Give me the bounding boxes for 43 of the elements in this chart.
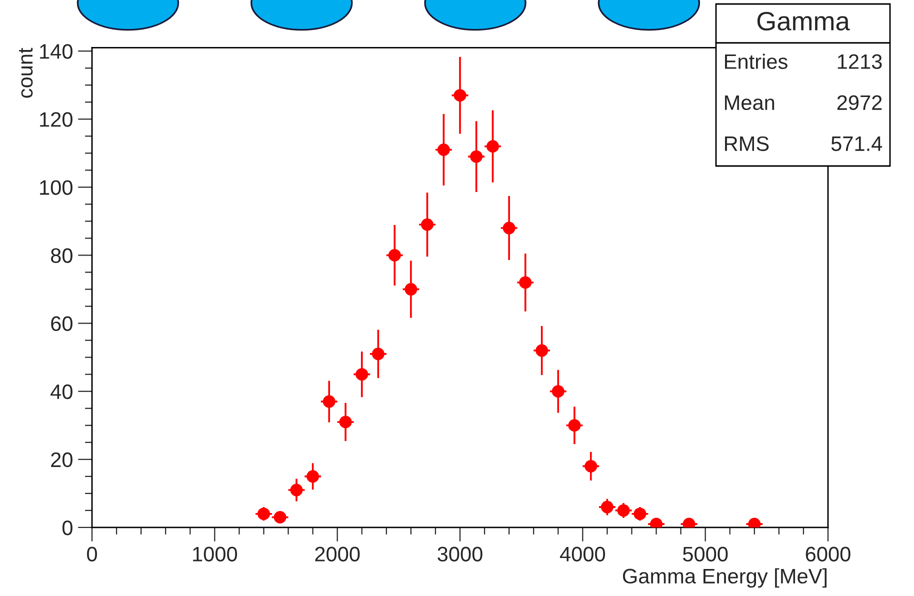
x-tick-label: 5000 <box>682 546 728 562</box>
annotation: Mean <box>725 95 774 110</box>
point <box>388 248 401 262</box>
y-tick-label: 0 <box>62 520 72 536</box>
point <box>519 276 532 289</box>
point <box>502 222 516 234</box>
point <box>437 144 450 156</box>
y-tick-label: 60 <box>51 316 72 332</box>
y-tick-label: 100 <box>40 180 72 195</box>
point <box>486 140 499 153</box>
point <box>470 150 483 163</box>
text: 571.4 <box>831 136 882 152</box>
point <box>306 470 320 483</box>
x-tick-label: 0 <box>87 546 97 562</box>
x-tick-label: 3000 <box>438 546 482 562</box>
point <box>404 283 418 296</box>
annotation: Entries <box>725 54 788 69</box>
point <box>421 218 434 231</box>
x-axis-title: Gamma Energy [MeV] <box>622 568 827 588</box>
y-tick-label: 80 <box>50 248 72 263</box>
point <box>584 460 598 472</box>
x-tick-label: 6000 <box>806 546 850 562</box>
point <box>454 89 466 102</box>
point <box>372 348 384 360</box>
point <box>356 368 368 381</box>
point <box>322 395 336 408</box>
x-tick-label: 4000 <box>560 546 606 562</box>
y-tick-label: 40 <box>50 384 72 400</box>
text: 2972 <box>837 95 882 110</box>
point <box>552 385 564 398</box>
annotation: RMS <box>725 136 769 152</box>
point <box>536 344 548 357</box>
y-axis-title: count <box>19 48 33 98</box>
text: Gamma <box>757 12 850 31</box>
point <box>339 416 352 428</box>
x-tick-label: 2000 <box>315 546 360 562</box>
text: 1213 <box>838 54 882 69</box>
point <box>568 419 581 432</box>
point <box>290 484 303 496</box>
y-tick-label: 20 <box>51 452 72 468</box>
x-tick-label: 1000 <box>193 546 238 562</box>
y-tick-label: 140 <box>40 44 72 59</box>
y-tick-label: 120 <box>40 112 72 127</box>
